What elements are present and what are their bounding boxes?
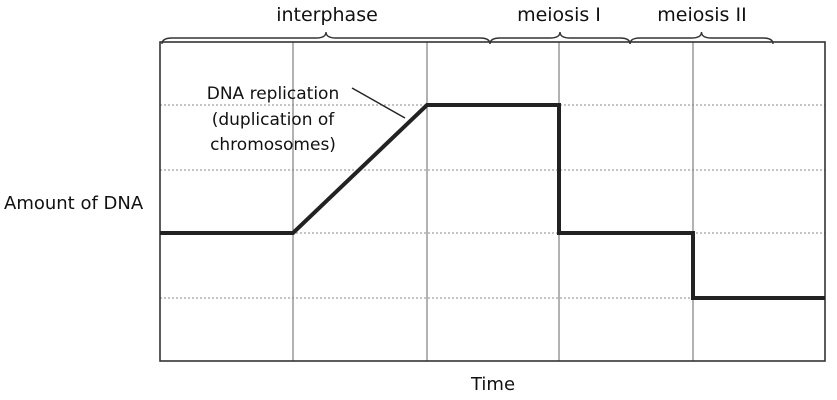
brace-interphase [161, 31, 491, 45]
dna-amount-line [160, 103, 825, 300]
phase-label-interphase: interphase [276, 4, 378, 26]
annotation-line-2: (duplication of [212, 110, 336, 130]
x-axis-label: Time [470, 374, 515, 395]
brace-meiosis-ii [629, 31, 774, 45]
annotation-line-1: DNA replication [207, 84, 339, 104]
brace-meiosis-i [489, 31, 631, 45]
y-axis-label: Amount of DNA [4, 193, 144, 214]
plot-frame [159, 41, 826, 362]
phase-label-meiosis-i: meiosis I [517, 4, 601, 26]
annotation-leader-line [351, 87, 406, 119]
phase-label-meiosis-ii: meiosis II [657, 4, 746, 26]
annotation-line-3: chromosomes) [210, 135, 336, 155]
phase-braces [161, 31, 774, 45]
